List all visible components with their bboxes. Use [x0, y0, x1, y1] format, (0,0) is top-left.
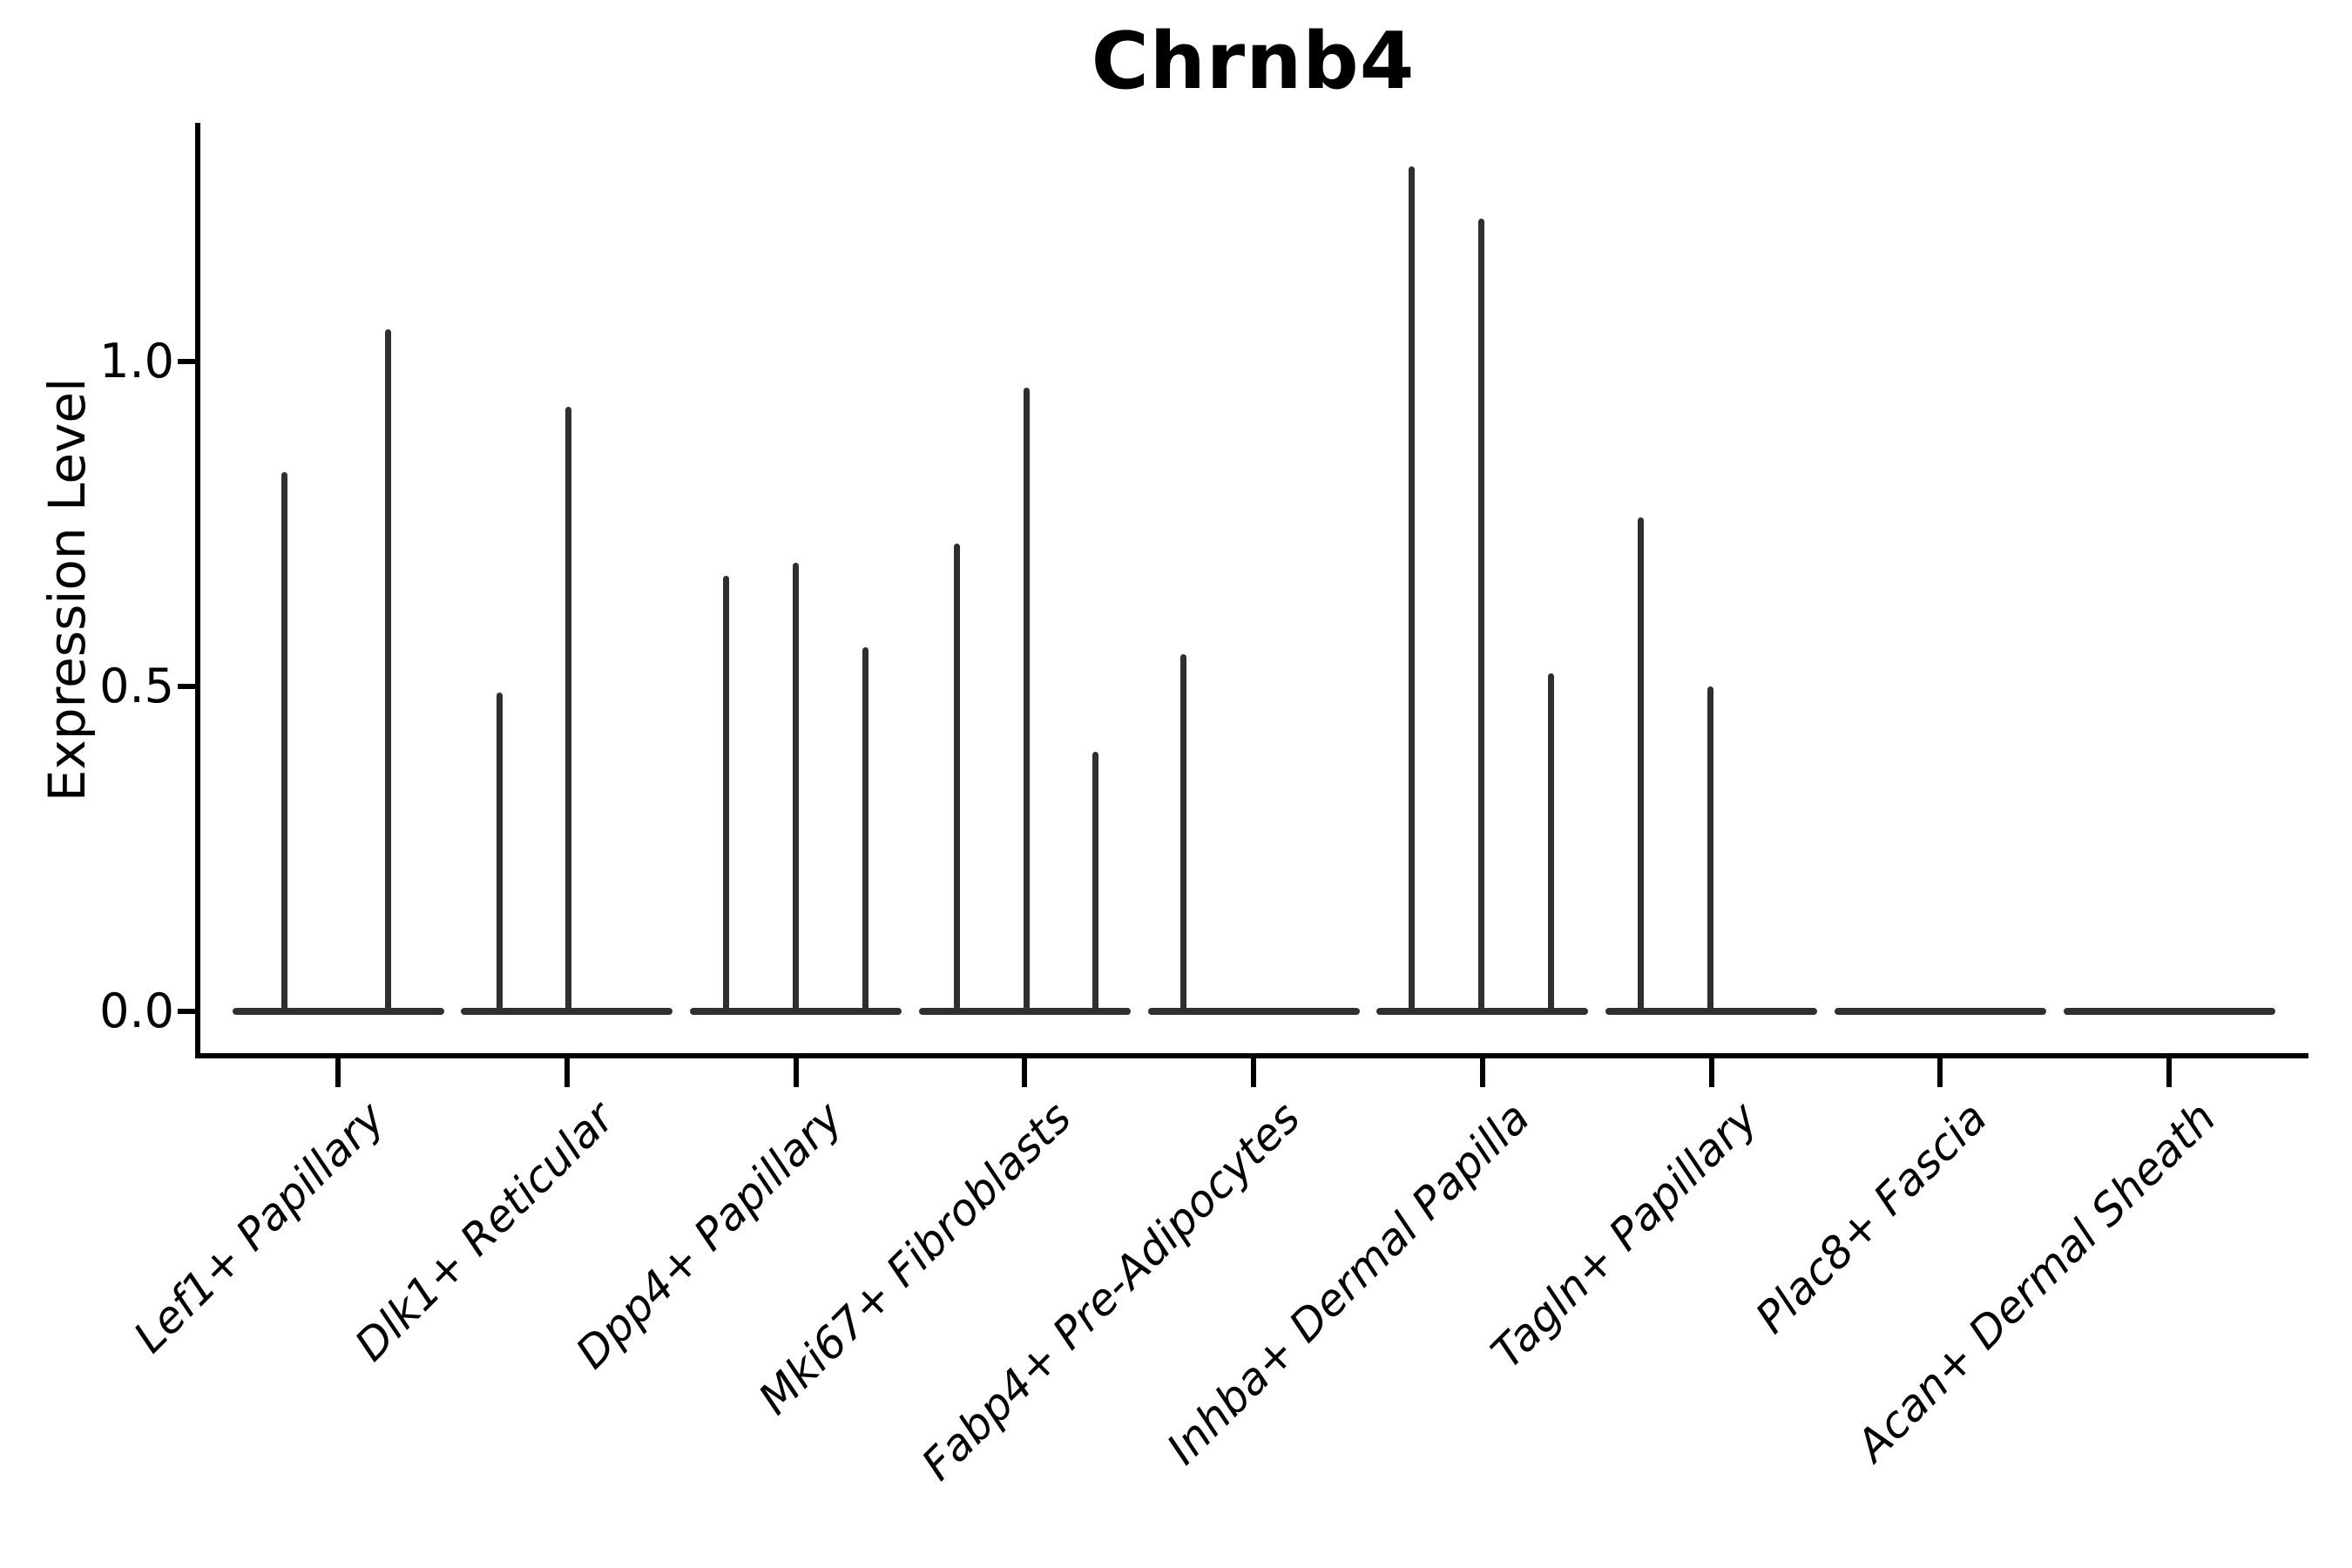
y-tick-mark	[178, 359, 195, 364]
violin-spike	[1548, 673, 1555, 1011]
y-axis-label: Expression Level	[37, 377, 97, 802]
violin-spike	[862, 647, 869, 1011]
violin-base	[1376, 1008, 1589, 1015]
y-tick-mark	[178, 1009, 195, 1014]
x-tick-mark	[1937, 1058, 1943, 1087]
violin-spike	[1477, 218, 1484, 1011]
violin-spike	[1024, 387, 1031, 1011]
violin-base	[1605, 1008, 1817, 1015]
violin-base	[1834, 1008, 2046, 1015]
x-tick-mark	[1251, 1058, 1256, 1087]
x-tick-label: Fabp4+ Pre-Adipocytes	[912, 1092, 1310, 1490]
x-tick-mark	[335, 1058, 341, 1087]
chart-title: Chrnb4	[1091, 16, 1416, 107]
violin-base	[690, 1008, 902, 1015]
violin-spike	[496, 693, 503, 1011]
x-tick-mark	[793, 1058, 799, 1087]
violin-spike	[793, 563, 799, 1011]
x-tick-label: Plac8+ Fascia	[1746, 1092, 1997, 1343]
violin-spike	[1408, 166, 1415, 1011]
x-tick-mark	[1479, 1058, 1485, 1087]
y-tick-label: 1.0	[99, 334, 174, 389]
violin-base	[918, 1008, 1131, 1015]
y-axis-spine	[195, 123, 200, 1058]
x-tick-mark	[564, 1058, 570, 1087]
y-tick-mark	[178, 684, 195, 689]
violin-spike	[1637, 517, 1644, 1011]
violin-spike	[1180, 653, 1187, 1011]
x-tick-mark	[2166, 1058, 2172, 1087]
violin-spike	[280, 471, 287, 1011]
violin-spike	[564, 407, 571, 1011]
violin-base	[232, 1008, 444, 1015]
x-tick-mark	[1708, 1058, 1714, 1087]
x-tick-mark	[1022, 1058, 1028, 1087]
violin-base	[461, 1008, 673, 1015]
violin-spike	[385, 328, 392, 1011]
y-tick-label: 0.0	[99, 983, 174, 1038]
violin-spike	[1092, 751, 1099, 1011]
violin-spike	[954, 543, 961, 1011]
x-axis-spine	[195, 1053, 2308, 1058]
violin-spike	[722, 576, 729, 1011]
y-tick-label: 0.5	[99, 659, 174, 713]
violin-base	[1147, 1008, 1360, 1015]
violin-spike	[1707, 686, 1713, 1011]
violin-base	[2063, 1008, 2275, 1015]
x-tick-label: Lef1+ Papillary	[124, 1092, 395, 1363]
